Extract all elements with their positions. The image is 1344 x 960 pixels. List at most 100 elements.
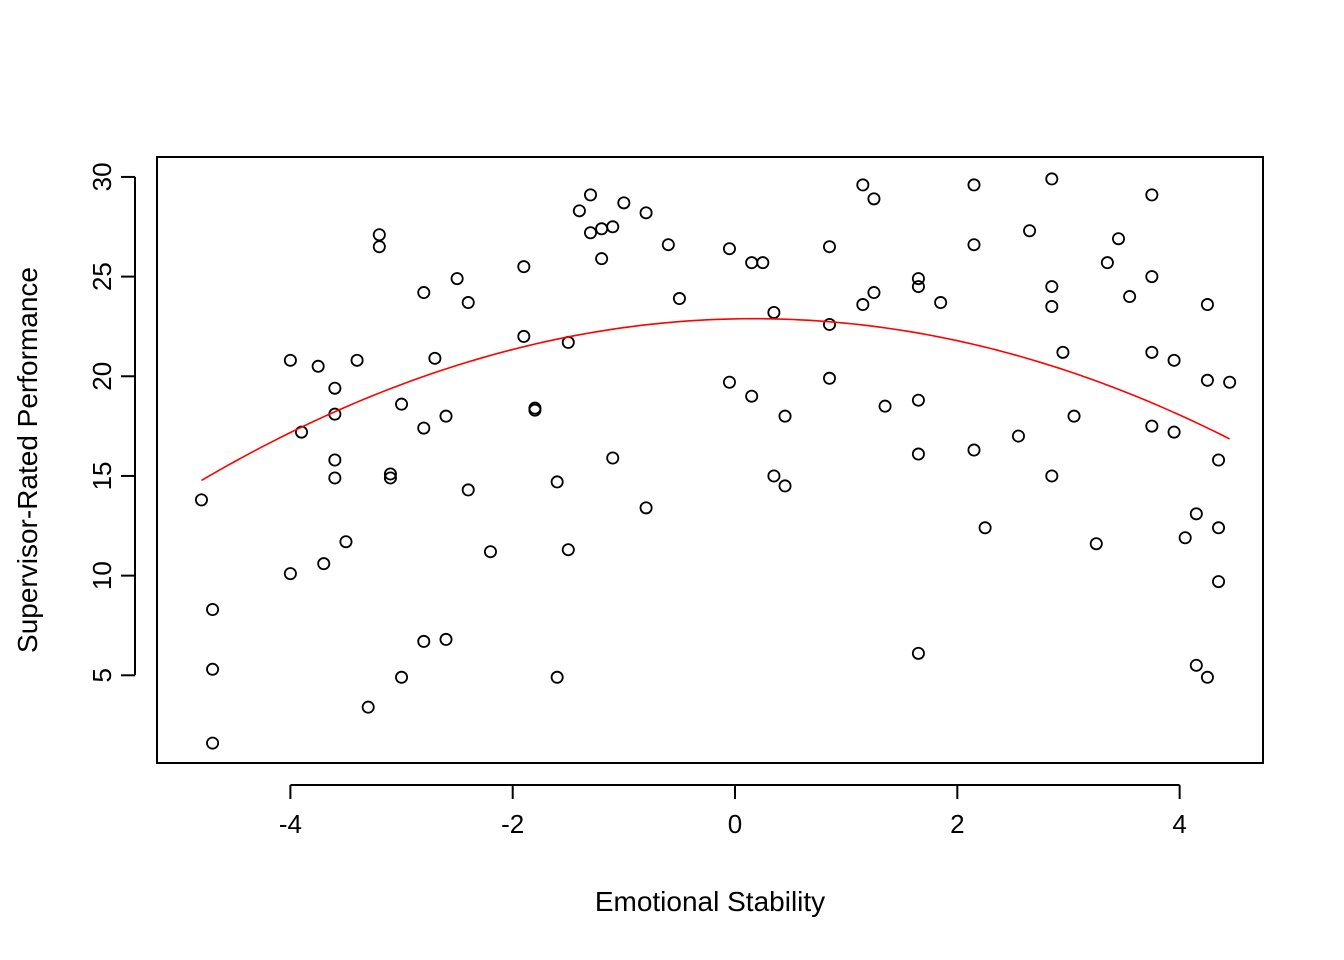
data-point [822,240,836,254]
data-point [439,632,453,646]
data-point [450,272,464,286]
data-point [561,543,575,557]
data-point [383,467,397,481]
data-point [350,353,364,367]
data-point [283,567,297,581]
data-point [328,453,342,467]
data-point [317,557,331,571]
data-point [822,317,836,331]
x-axis: -4 -2 0 2 4 [279,784,1187,839]
data-point [672,292,686,306]
data-point [1067,409,1081,423]
data-point [1089,537,1103,551]
data-point [639,501,653,515]
data-point [911,280,925,294]
data-point [550,475,564,489]
data-point [372,240,386,254]
y-tick-label: 10 [87,561,117,590]
data-point [595,252,609,266]
data-point [528,403,542,417]
data-point [517,329,531,343]
data-points [194,172,1237,750]
y-tick-label: 25 [87,262,117,291]
data-point [878,399,892,413]
y-tick-label: 5 [87,668,117,682]
data-point [1212,521,1226,535]
data-point [194,493,208,507]
data-point [1100,256,1114,270]
data-point [1056,345,1070,359]
data-point [1189,507,1203,521]
data-point [661,238,675,252]
data-point [206,603,220,617]
data-point [1212,453,1226,467]
data-point [584,226,598,240]
data-point [1011,429,1025,443]
x-tick-label: -4 [279,809,302,839]
data-point [822,371,836,385]
data-point [639,206,653,220]
data-point [339,535,353,549]
data-point [1145,345,1159,359]
data-point [417,286,431,300]
y-tick-label: 20 [87,362,117,391]
data-point [606,220,620,234]
data-point [483,545,497,559]
y-tick-label: 30 [87,162,117,191]
data-point [967,238,981,252]
data-point [311,359,325,373]
data-point [767,305,781,319]
data-point [1045,172,1059,186]
data-point [856,298,870,312]
data-point [283,353,297,367]
data-point [328,471,342,485]
data-point [206,736,220,750]
data-point [1145,188,1159,202]
x-tick-label: 2 [950,809,964,839]
data-point [606,451,620,465]
plot-frame [156,156,1264,764]
data-point [439,409,453,423]
data-point [428,351,442,365]
data-point [1145,419,1159,433]
data-point [911,447,925,461]
data-point [550,670,564,684]
data-point [722,242,736,256]
y-tick-label: 15 [87,461,117,490]
data-point [383,471,397,485]
data-point [1167,353,1181,367]
data-point [767,469,781,483]
data-point [1212,575,1226,589]
x-tick-label: 4 [1172,809,1186,839]
data-point [745,389,759,403]
data-point [1123,290,1137,304]
data-point [517,260,531,274]
data-point [361,700,375,714]
data-point [1200,373,1214,387]
data-point [1045,300,1059,314]
data-point [1145,270,1159,284]
data-point [867,286,881,300]
data-point [967,443,981,457]
data-point [967,178,981,192]
data-point [778,409,792,423]
y-axis-title: Supervisor-Rated Performance [12,267,43,653]
data-point [1045,280,1059,294]
data-point [584,188,598,202]
data-point [934,296,948,310]
data-point [1023,224,1037,238]
data-point [778,479,792,493]
data-point [911,272,925,286]
data-point [756,256,770,270]
data-point [617,196,631,210]
x-tick-label: 0 [728,809,742,839]
data-point [911,393,925,407]
data-point [722,375,736,389]
x-axis-title: Emotional Stability [595,886,825,917]
quadratic-fit-line [201,317,1231,482]
data-point [395,397,409,411]
data-point [911,646,925,660]
data-point [1223,375,1237,389]
